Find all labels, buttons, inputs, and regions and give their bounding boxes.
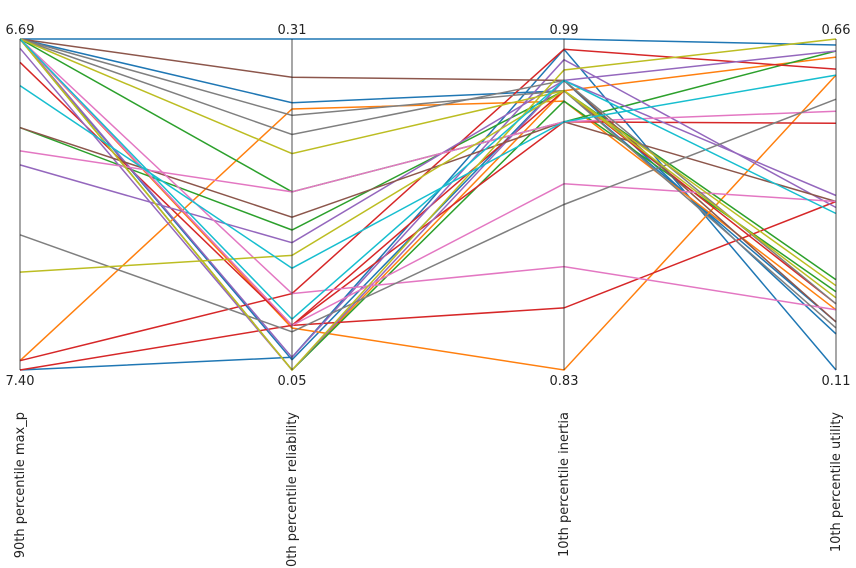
series-line-28 <box>19 38 837 372</box>
axis-top-tick-label-2: 0.31 <box>278 23 307 38</box>
series-line-12 <box>19 61 837 327</box>
axis-top-tick-label-4: 0.66 <box>822 23 851 38</box>
axes: 6.69 7.40 90th percentile max_p 0.31 0.05 10t… <box>6 23 851 568</box>
series-line-22 <box>19 38 837 311</box>
axis-bottom-tick-label-3: 0.83 <box>550 374 579 389</box>
series-line-23 <box>19 38 837 329</box>
series-line-1 <box>20 38 837 46</box>
series-line-15 <box>19 47 837 372</box>
series-line-26 <box>19 89 837 287</box>
series-line-19 <box>19 121 837 218</box>
axis-label-4: 10th percentile utility <box>829 412 844 552</box>
series-line-27 <box>19 38 837 299</box>
series-line-6 <box>19 38 837 371</box>
axis-bottom-tick-label-1: 7.40 <box>6 374 35 389</box>
series-line-29 <box>19 74 837 270</box>
series-line-30 <box>19 38 837 321</box>
axis-bottom-tick-label-4: 0.11 <box>822 374 851 389</box>
series-line-25 <box>19 98 837 333</box>
axis-label-2: 10th percentile reliability <box>285 412 300 568</box>
axis-label-3: 10th percentile inertia <box>557 412 572 557</box>
axis-top-tick-label-3: 0.99 <box>550 23 579 38</box>
axis-top-tick-label-1: 6.69 <box>6 23 35 38</box>
series-lines <box>19 38 837 372</box>
series-line-5 <box>19 100 837 362</box>
series-line-13 <box>19 200 837 371</box>
series-line-11 <box>19 48 837 362</box>
axis-bottom-tick-label-2: 0.05 <box>278 374 307 389</box>
series-line-20 <box>19 110 837 193</box>
series-line-8 <box>19 89 837 281</box>
series-line-17 <box>19 38 837 359</box>
axis-label-1: 90th percentile max_p <box>13 412 28 558</box>
series-line-18 <box>19 38 837 323</box>
series-line-24 <box>19 38 837 305</box>
